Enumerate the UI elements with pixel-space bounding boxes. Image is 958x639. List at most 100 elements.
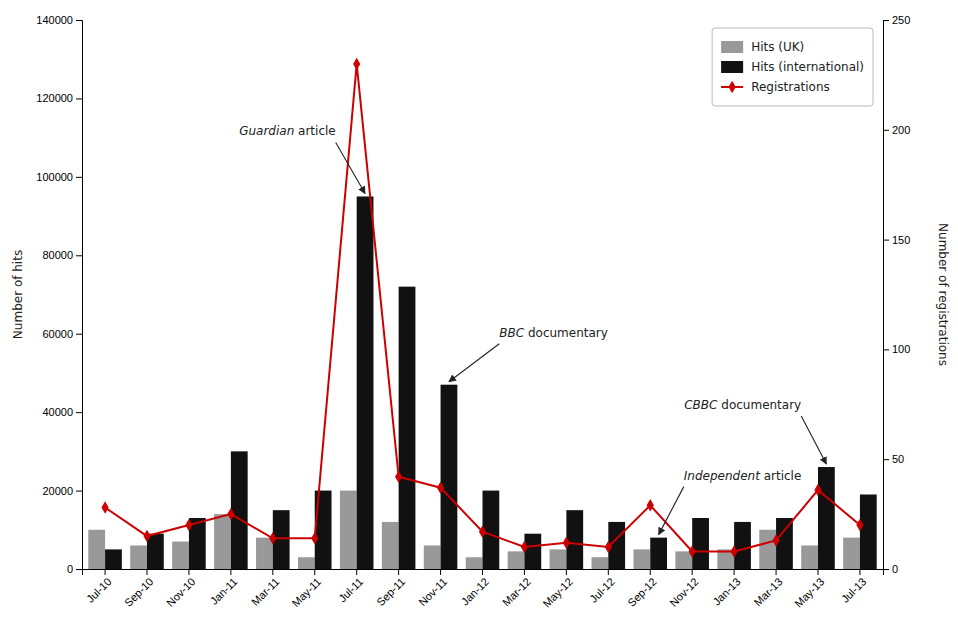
tick-mark <box>76 412 82 413</box>
tick: Mar-13 <box>751 569 784 608</box>
tick: 100000 <box>36 171 82 183</box>
tick: 250 <box>883 14 910 26</box>
tick: 100 <box>883 343 910 355</box>
bar-series <box>105 196 877 569</box>
tick-mark <box>883 569 889 570</box>
tick-mark <box>272 569 273 575</box>
tick-mark <box>883 240 889 241</box>
tick-label: Mar-12 <box>500 575 533 608</box>
legend-frame <box>712 28 873 106</box>
tick-mark <box>734 569 735 575</box>
tick-mark <box>817 569 818 575</box>
tick: 0 <box>67 563 82 575</box>
tick: May-11 <box>289 569 323 609</box>
tick-mark <box>76 177 82 178</box>
tick-label: Nov-10 <box>164 575 198 609</box>
marker <box>479 525 486 537</box>
marker <box>856 519 863 531</box>
tick-label: Jul-12 <box>587 575 617 605</box>
tick-label: 0 <box>892 563 898 575</box>
marker <box>814 484 821 496</box>
tick: Jan-11 <box>208 569 240 607</box>
bar <box>357 196 374 569</box>
tick-mark <box>883 130 889 131</box>
bar <box>256 538 273 569</box>
marker <box>395 471 402 483</box>
annotation: CBBC documentary <box>684 398 801 412</box>
tick-label: 120000 <box>36 92 73 104</box>
tick-label: 100000 <box>36 171 73 183</box>
y-axis-title: Number of hits <box>11 250 25 339</box>
bar <box>675 551 692 569</box>
annotation: Guardian article <box>239 124 336 138</box>
tick-mark <box>76 569 82 570</box>
marker <box>689 545 696 557</box>
marker <box>563 536 570 548</box>
bar <box>801 545 818 569</box>
bar <box>818 467 835 569</box>
bar <box>524 534 541 569</box>
legend-label: Hits (international) <box>751 60 864 74</box>
tick-mark <box>692 569 693 575</box>
tick-mark <box>188 569 189 575</box>
bar <box>172 542 189 569</box>
tick: 80000 <box>42 249 82 261</box>
bar <box>130 545 147 569</box>
tick-label: 250 <box>892 14 910 26</box>
tick-mark <box>76 20 82 21</box>
tick-label: Mar-11 <box>249 575 282 608</box>
tick: 120000 <box>36 92 82 104</box>
marker <box>101 501 108 513</box>
legend-marker <box>729 81 736 93</box>
tick: Jul-10 <box>84 569 114 605</box>
tick-label: Jan-13 <box>710 575 742 607</box>
tick: 200 <box>883 124 910 136</box>
bar <box>382 522 399 569</box>
bar <box>298 557 315 569</box>
tick-mark <box>76 255 82 256</box>
bar <box>147 534 164 569</box>
axis-line <box>76 21 83 570</box>
bar <box>399 287 416 569</box>
axis-line <box>83 570 884 576</box>
marker <box>227 508 234 520</box>
legend-swatch <box>721 61 743 73</box>
tick-mark <box>76 491 82 492</box>
tick-mark <box>356 569 357 575</box>
line-series <box>101 58 863 558</box>
tick-mark <box>566 569 567 575</box>
chart: Jul-10 Sep-10Nov-10 Jan-11 Mar-11May-11 Jul-… <box>0 0 958 639</box>
annotation-arrow <box>336 142 365 193</box>
tick-label: 50 <box>892 453 904 465</box>
tick-mark <box>883 349 889 350</box>
tick: 40000 <box>42 406 82 418</box>
bar <box>424 545 441 569</box>
tick-label: Mar-13 <box>751 575 784 608</box>
tick-mark <box>524 569 525 575</box>
tick-label: Sep-12 <box>625 575 659 609</box>
bar <box>105 549 122 569</box>
tick-label: 140000 <box>36 14 73 26</box>
marker <box>143 530 150 542</box>
tick-label: Sep-10 <box>122 575 156 609</box>
plot-area <box>88 58 876 569</box>
tick-mark <box>230 569 231 575</box>
bar <box>88 530 105 569</box>
tick: 20000 <box>42 485 82 497</box>
legend-label: Hits (UK) <box>751 40 804 54</box>
tick: May-12 <box>541 569 575 610</box>
tick-label: Nov-11 <box>416 575 449 608</box>
tick-label: Jan-11 <box>208 575 240 607</box>
tick-label: May-12 <box>541 575 575 609</box>
tick-label: 40000 <box>42 406 73 418</box>
bar <box>340 491 357 569</box>
tick: Nov-12 <box>667 569 701 609</box>
tick: May-13 <box>792 569 826 610</box>
tick: 0 <box>883 563 898 575</box>
tick: 150 <box>883 234 910 246</box>
tick-label: 60000 <box>42 328 73 340</box>
bar <box>550 549 567 569</box>
tick-label: May-11 <box>289 575 323 609</box>
marker <box>269 532 276 544</box>
tick: Jul-12 <box>587 569 617 605</box>
